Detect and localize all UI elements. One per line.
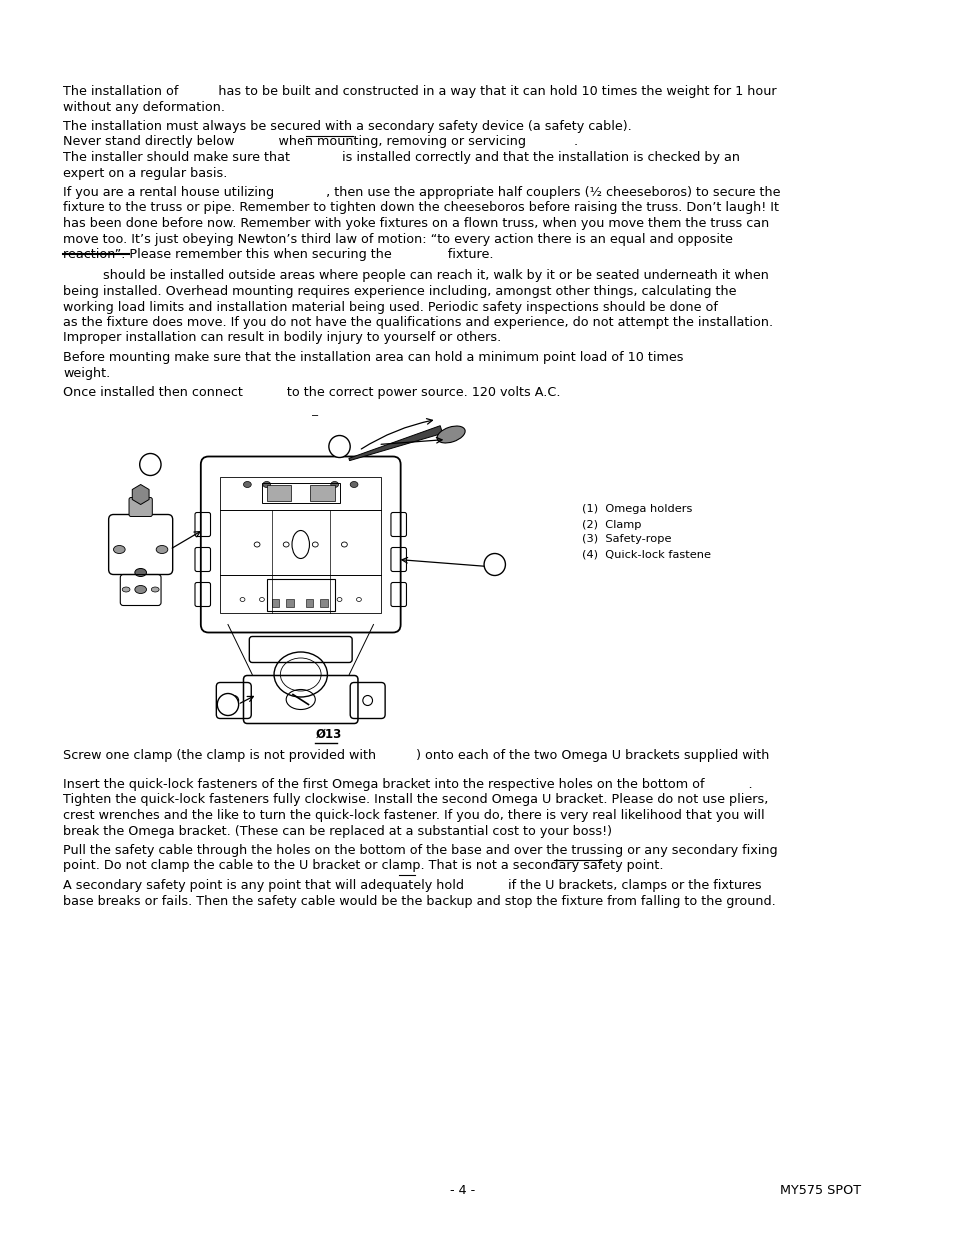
Circle shape [139, 453, 161, 475]
Ellipse shape [436, 426, 465, 443]
FancyBboxPatch shape [272, 599, 279, 606]
FancyBboxPatch shape [320, 599, 328, 606]
Text: reaction”. Please remember this when securing the              fixture.: reaction”. Please remember this when sec… [63, 248, 493, 261]
Text: MY575 SPOT: MY575 SPOT [780, 1184, 861, 1197]
Text: (1)  Omega holders: (1) Omega holders [581, 505, 692, 515]
Circle shape [329, 436, 350, 457]
Circle shape [483, 553, 505, 576]
Text: point. Do not clamp the cable to the U bracket or clamp. That is not a secondary: point. Do not clamp the cable to the U b… [63, 860, 663, 872]
Circle shape [217, 694, 238, 715]
Ellipse shape [263, 482, 271, 488]
Text: without any deformation.: without any deformation. [63, 100, 225, 114]
Text: (2)  Clamp: (2) Clamp [581, 520, 640, 530]
Text: 3: 3 [335, 440, 343, 453]
Ellipse shape [156, 546, 168, 553]
Text: The installation must always be secured with a secondary safety device (a safety: The installation must always be secured … [63, 120, 631, 133]
Text: Insert the quick-lock fasteners of the first Omega bracket into the respective h: Insert the quick-lock fasteners of the f… [63, 778, 752, 790]
Text: Once installed then connect           to the correct power source. 120 volts A.C: Once installed then connect to the corre… [63, 387, 560, 399]
Ellipse shape [134, 568, 147, 577]
Text: working load limits and installation material being used. Periodic safety inspec: working load limits and installation mat… [63, 300, 718, 314]
Ellipse shape [122, 587, 130, 592]
Text: 1: 1 [491, 558, 498, 571]
Text: The installation of          has to be built and constructed in a way that it ca: The installation of has to be built and … [63, 85, 776, 98]
Text: Pull the safety cable through the holes on the bottom of the base and over the t: Pull the safety cable through the holes … [63, 844, 777, 857]
Text: being installed. Overhead mounting requires experience including, amongst other : being installed. Overhead mounting requi… [63, 285, 736, 298]
Text: If you are a rental house utilizing             , then use the appropriate half : If you are a rental house utilizing , th… [63, 186, 780, 199]
Text: base breaks or fails. Then the safety cable would be the backup and stop the fix: base breaks or fails. Then the safety ca… [63, 894, 775, 908]
Text: move too. It’s just obeying Newton’s third law of motion: “to every action there: move too. It’s just obeying Newton’s thi… [63, 232, 732, 246]
Text: Tighten the quick-lock fasteners fully clockwise. Install the second Omega U bra: Tighten the quick-lock fasteners fully c… [63, 794, 767, 806]
Text: has been done before now. Remember with yoke fixtures on a flown truss, when you: has been done before now. Remember with … [63, 217, 768, 230]
Text: (3)  Safety-rope: (3) Safety-rope [581, 535, 671, 545]
Text: Screw one clamp (the clamp is not provided with          ) onto each of the two : Screw one clamp (the clamp is not provid… [63, 750, 769, 762]
Ellipse shape [331, 482, 338, 488]
Ellipse shape [243, 482, 251, 488]
FancyBboxPatch shape [305, 599, 313, 606]
Text: A secondary safety point is any point that will adequately hold           if the: A secondary safety point is any point th… [63, 879, 760, 892]
Text: −: − [311, 411, 319, 421]
Text: expert on a regular basis.: expert on a regular basis. [63, 167, 227, 179]
Text: 2: 2 [147, 458, 154, 471]
Ellipse shape [134, 585, 147, 594]
Text: should be installed outside areas where people can reach it, walk by it or be se: should be installed outside areas where … [63, 269, 768, 283]
FancyBboxPatch shape [267, 484, 291, 500]
Ellipse shape [113, 546, 125, 553]
Text: weight.: weight. [63, 367, 111, 379]
FancyBboxPatch shape [310, 484, 335, 500]
Text: Improper installation can result in bodily injury to yourself or others.: Improper installation can result in bodi… [63, 331, 500, 345]
Text: crest wrenches and the like to turn the quick-lock fastener. If you do, there is: crest wrenches and the like to turn the … [63, 809, 764, 823]
Ellipse shape [350, 482, 357, 488]
Text: Before mounting make sure that the installation area can hold a minimum point lo: Before mounting make sure that the insta… [63, 351, 683, 364]
Text: - 4 -: - 4 - [450, 1184, 475, 1197]
Text: fixture to the truss or pipe. Remember to tighten down the cheeseboros before ra: fixture to the truss or pipe. Remember t… [63, 201, 779, 215]
Polygon shape [349, 426, 442, 461]
Text: (4)  Quick-lock fastene: (4) Quick-lock fastene [581, 550, 710, 559]
FancyBboxPatch shape [129, 498, 152, 516]
FancyBboxPatch shape [286, 599, 294, 606]
Text: The installer should make sure that             is installed correctly and that : The installer should make sure that is i… [63, 151, 740, 164]
Text: 4: 4 [224, 698, 232, 711]
Text: as the fixture does move. If you do not have the qualifications and experience, : as the fixture does move. If you do not … [63, 316, 772, 329]
Text: Never stand directly below           when mounting, removing or servicing       : Never stand directly below when mounting… [63, 136, 578, 148]
Text: break the Omega bracket. (These can be replaced at a substantial cost to your bo: break the Omega bracket. (These can be r… [63, 825, 612, 837]
Ellipse shape [152, 587, 159, 592]
Text: Ø13: Ø13 [314, 727, 341, 741]
